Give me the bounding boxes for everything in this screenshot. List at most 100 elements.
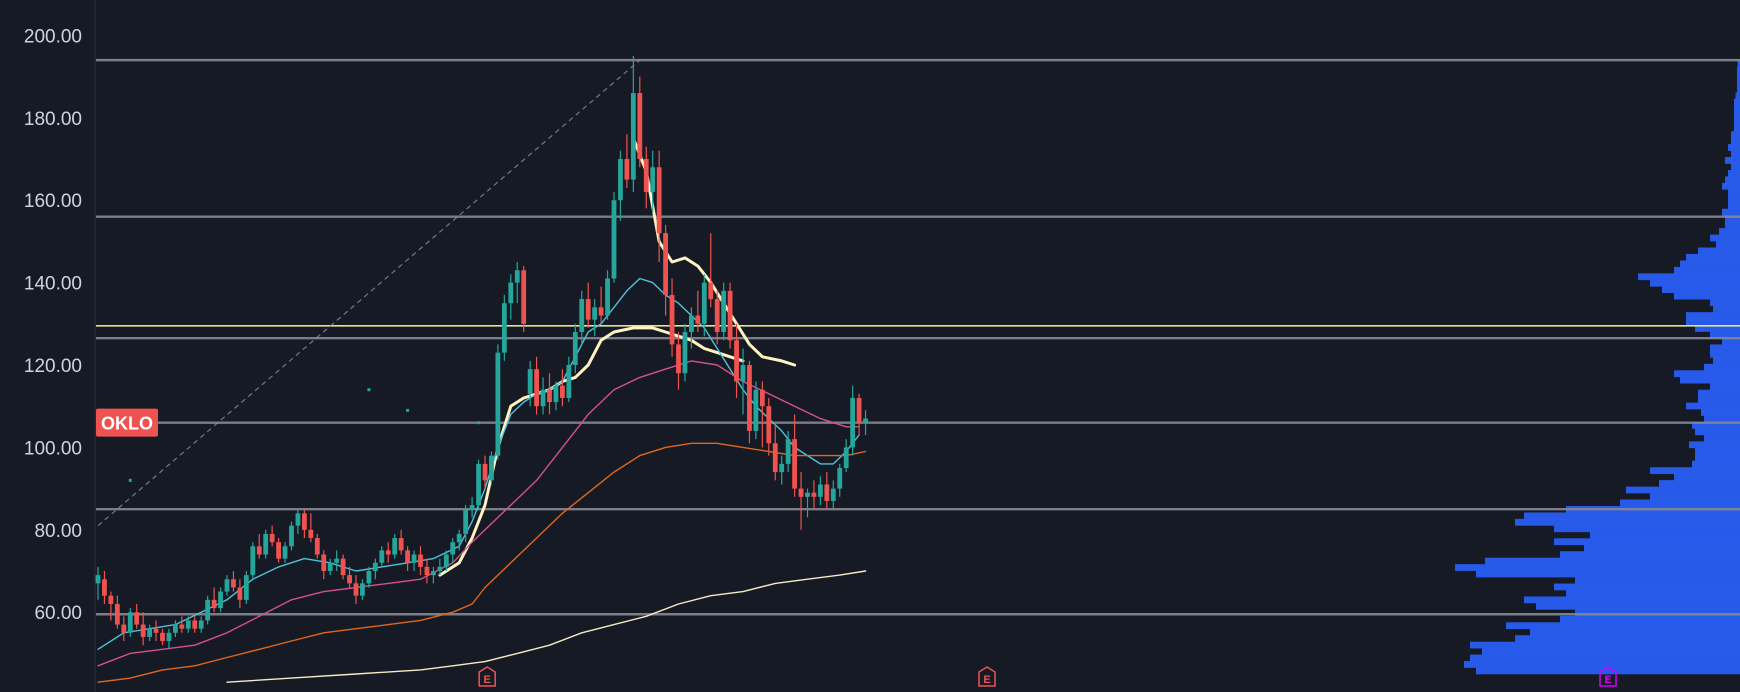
candle [618,150,623,221]
candle [740,348,746,415]
candle [372,558,378,580]
dashed-trend-line[interactable] [97,59,641,527]
volume-profile-bar [1725,221,1740,229]
y-tick-label: 140.00 [24,274,82,295]
volume-profile-bar [1722,337,1740,345]
volume-profile-bar [1734,111,1740,119]
volume-profile-bar [1695,428,1740,436]
volume-profile-bar [1536,602,1740,610]
volume-profile-bar [1701,409,1740,416]
candle [418,546,423,576]
candle [231,571,236,592]
volume-profile-bar [1674,292,1740,300]
candle [727,282,733,349]
candle [643,146,649,209]
volume-profile-bar [1728,189,1740,197]
candle [469,496,475,518]
candle [572,323,578,374]
y-tick-label: 60.00 [34,603,82,624]
candle [824,472,830,510]
candle [566,356,572,403]
candle [714,290,720,345]
volume-profile-bar [1735,92,1740,100]
candle [160,628,165,646]
candle [360,579,365,600]
volume-profile-bar [1680,260,1740,268]
volume-profile-bar [1704,415,1740,423]
volume-profile-bar [1731,163,1740,171]
earnings-icon[interactable]: E [478,666,496,687]
volume-profile-bar [1506,622,1740,630]
volume-profile-bar [1560,615,1740,623]
volume-profile-bar [1575,609,1740,617]
ticker-label[interactable]: OKLO [96,408,158,437]
candle [495,344,501,460]
volume-profile-bar [1713,357,1740,365]
candle [147,624,152,642]
candle [547,373,552,415]
candle [624,134,630,188]
candle [792,414,797,497]
volume-profile-bar [1464,661,1740,668]
trend-line[interactable] [97,59,641,527]
candle [592,299,598,337]
candle [676,332,681,390]
candle [166,628,172,650]
candle [689,307,694,349]
volume-profile-bar [1686,402,1740,410]
candle [269,525,275,547]
volume-profile-bar [1560,551,1740,558]
candle [218,587,223,613]
volume-profile-bar [1566,589,1740,597]
candle [463,505,469,543]
candle [192,616,198,633]
earnings-icon[interactable]: E [978,666,996,687]
candle [95,566,101,600]
horizontal-levels[interactable] [96,58,1740,616]
candle [121,616,127,642]
volume-profile-bar [1737,60,1740,67]
ticker-symbol: OKLO [101,414,153,434]
candle [501,294,507,361]
candle [747,360,752,444]
volume-profile-bar [1515,518,1740,526]
candle [405,546,410,571]
volume-profile-bar [1704,363,1740,371]
candle [379,546,385,567]
volume-profile-bar [1530,628,1740,636]
candle [340,554,346,580]
volume-profile-bar [1704,434,1740,442]
y-tick-label: 200.00 [24,26,82,47]
candle [489,451,494,485]
volume-profile-bar [1695,325,1740,332]
candle [205,595,211,625]
volume-profile-bar [1476,667,1740,675]
candle [398,529,404,555]
candle [695,290,701,333]
volume-profile-bar [1620,499,1740,507]
candle [701,274,707,337]
volume-profile-bar [1692,421,1740,429]
volume-profile-bar [1674,370,1740,378]
candle [527,360,533,407]
volume-profile-bar [1698,389,1740,397]
candle [779,455,785,485]
earnings-icon[interactable]: E [1599,666,1617,687]
volume-profile-bar [1680,376,1740,384]
price-axis[interactable]: 200.00 180.00 160.00 140.00 120.00 100.00 80.0… [24,26,82,624]
candle [630,56,636,192]
volume-profile-bar [1689,441,1740,449]
candle [347,566,352,588]
volume-profile-bar [1590,531,1740,539]
candle [837,463,843,497]
volume-profile-bar [1731,150,1740,158]
candle [263,529,269,559]
volume-profile-bar [1686,253,1740,261]
volume-profile-bar [1722,182,1740,190]
volume-profile-bar [1734,105,1740,113]
candle [185,616,191,633]
volume-profile-bar [1515,635,1740,642]
candle [605,270,610,320]
